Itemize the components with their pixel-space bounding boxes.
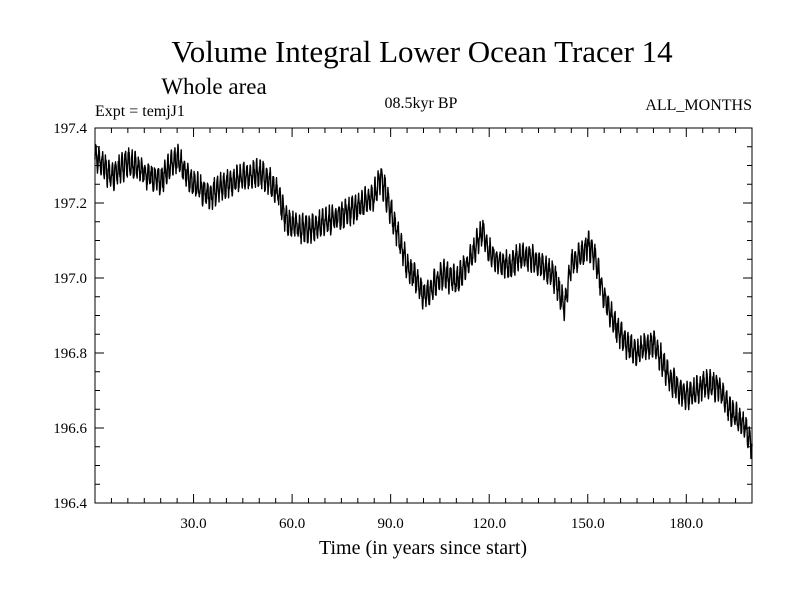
period-label: 08.5kyr BP xyxy=(385,95,458,112)
chart-subtitle: Whole area xyxy=(161,74,266,99)
y-tick-label: 197.4 xyxy=(53,121,87,137)
y-tick-label: 197.0 xyxy=(53,271,87,287)
x-tick-label: 90.0 xyxy=(378,516,404,532)
series-line xyxy=(94,143,753,460)
x-tick-label: 60.0 xyxy=(279,516,305,532)
x-tick-label: 120.0 xyxy=(472,516,506,532)
x-axis-ticks: 30.0 60.0 90.0 120.0 150.0 180.0 xyxy=(94,128,753,532)
y-tick-label: 196.8 xyxy=(53,346,87,362)
series-layer xyxy=(94,143,753,460)
x-tick-label: 180.0 xyxy=(669,516,703,532)
x-tick-label: 150.0 xyxy=(571,516,605,532)
x-tick-label: 30.0 xyxy=(180,516,206,532)
x-axis-label: Time (in years since start) xyxy=(319,537,527,559)
y-axis-ticks: 196.4 196.6 196.8 197.0 197.2 197.4 xyxy=(53,121,752,512)
months-label: ALL_MONTHS xyxy=(645,97,752,114)
y-tick-label: 196.6 xyxy=(53,421,87,437)
chart-title: Volume Integral Lower Ocean Tracer 14 xyxy=(171,34,673,69)
expt-label: Expt = temjJ1 xyxy=(95,103,185,120)
y-tick-label: 197.2 xyxy=(53,196,87,212)
y-tick-label: 196.4 xyxy=(53,496,87,512)
